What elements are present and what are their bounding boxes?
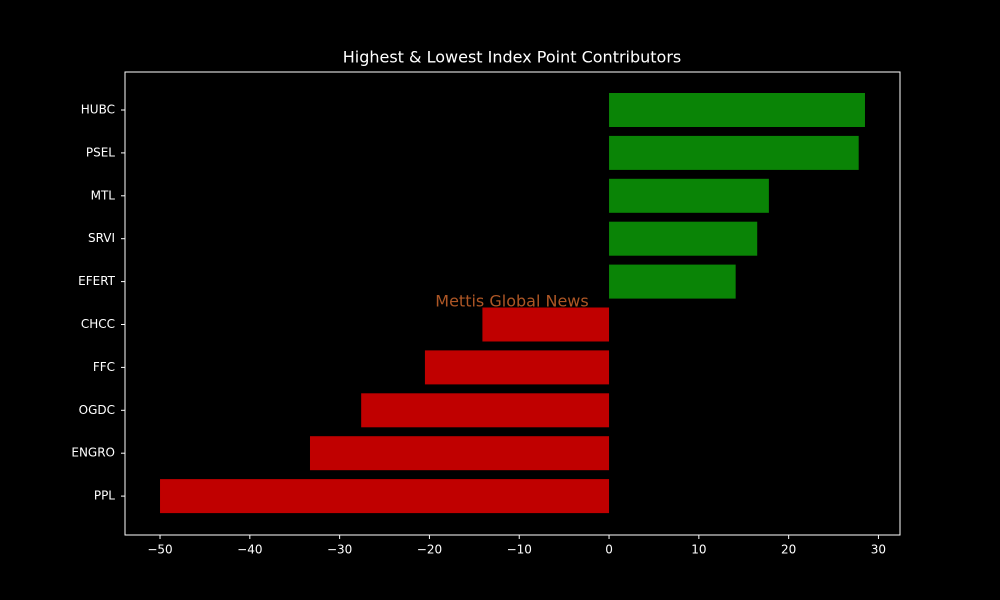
bar bbox=[424, 350, 610, 385]
x-tick-label: 30 bbox=[871, 543, 886, 557]
x-tick-label: 0 bbox=[605, 543, 613, 557]
x-tick-label: −50 bbox=[147, 543, 172, 557]
watermark: Mettis Global News bbox=[435, 292, 588, 311]
y-tick-label: OGDC bbox=[79, 403, 115, 417]
y-tick-label: HUBC bbox=[81, 103, 115, 117]
y-tick-label: CHCC bbox=[81, 317, 115, 331]
x-tick-label: −10 bbox=[507, 543, 532, 557]
plot-frame bbox=[124, 71, 901, 536]
x-tick-label: −30 bbox=[327, 543, 352, 557]
x-tick-label: 10 bbox=[691, 543, 706, 557]
bar bbox=[160, 479, 610, 514]
bar bbox=[609, 221, 758, 256]
y-tick-label: EFERT bbox=[78, 274, 116, 288]
x-tick-label: 20 bbox=[781, 543, 796, 557]
y-tick-label: ENGRO bbox=[71, 446, 115, 460]
bar bbox=[482, 307, 610, 342]
x-tick-label: −40 bbox=[237, 543, 262, 557]
chart-title: Highest & Lowest Index Point Contributor… bbox=[343, 48, 682, 67]
bar bbox=[609, 264, 736, 299]
bar bbox=[361, 393, 610, 428]
y-tick-label: SRVI bbox=[88, 231, 115, 245]
y-tick-label: PPL bbox=[94, 489, 115, 503]
bar bbox=[609, 93, 865, 127]
bar bbox=[609, 178, 769, 213]
x-tick-label: −20 bbox=[417, 543, 442, 557]
y-tick-label: MTL bbox=[91, 188, 116, 202]
y-tick-label: PSEL bbox=[86, 145, 115, 159]
y-tick-label: FFC bbox=[93, 360, 115, 374]
bar bbox=[609, 135, 859, 170]
bar bbox=[309, 436, 610, 471]
